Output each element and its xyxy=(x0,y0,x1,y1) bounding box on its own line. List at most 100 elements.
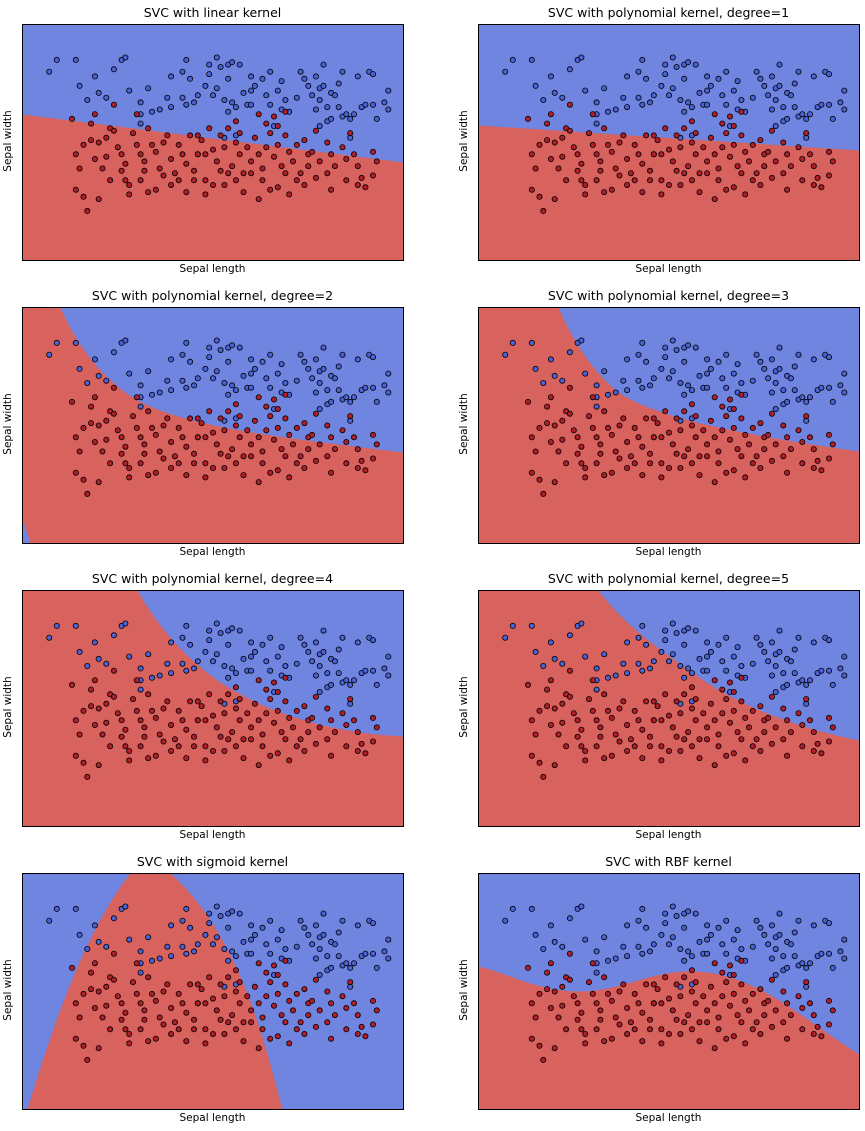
point-class1 xyxy=(761,446,768,453)
point-class1 xyxy=(251,417,258,424)
point-class1 xyxy=(225,736,232,743)
point-class1 xyxy=(536,476,543,483)
point-class1 xyxy=(225,1019,232,1026)
point-class1 xyxy=(780,453,787,460)
point-class1 xyxy=(282,108,289,115)
point-class1 xyxy=(232,139,239,146)
point-class1 xyxy=(183,443,190,450)
point-class0 xyxy=(685,665,692,672)
point-class1 xyxy=(685,729,692,736)
point-class0 xyxy=(620,94,627,101)
point-class1 xyxy=(263,686,270,693)
y-axis-label: Sepal width xyxy=(2,110,14,172)
point-class1 xyxy=(282,736,289,743)
point-class1 xyxy=(669,441,676,448)
point-class0 xyxy=(206,344,213,351)
point-class1 xyxy=(825,714,832,721)
point-class0 xyxy=(381,665,388,672)
point-class1 xyxy=(343,155,350,162)
point-class1 xyxy=(286,431,293,438)
point-class1 xyxy=(240,170,247,177)
point-class1 xyxy=(677,993,684,1000)
point-class1 xyxy=(122,1009,129,1016)
point-class1 xyxy=(194,981,201,988)
point-class1 xyxy=(72,752,79,759)
point-class0 xyxy=(635,377,642,384)
point-class1 xyxy=(103,1002,110,1009)
point-class0 xyxy=(753,634,760,641)
point-class1 xyxy=(137,743,144,750)
point-class0 xyxy=(502,351,509,358)
point-class0 xyxy=(635,660,642,667)
point-class1 xyxy=(745,441,752,448)
point-class1 xyxy=(267,130,274,137)
point-class1 xyxy=(688,401,695,408)
point-class1 xyxy=(681,125,688,132)
point-class0 xyxy=(662,910,669,917)
point-class1 xyxy=(692,130,699,137)
point-class1 xyxy=(551,705,558,712)
point-class1 xyxy=(331,1012,338,1019)
point-class0 xyxy=(312,639,319,646)
point-class1 xyxy=(202,1000,209,1007)
point-class0 xyxy=(559,943,566,950)
point-class0 xyxy=(761,931,768,938)
point-class1 xyxy=(84,490,91,497)
point-class1 xyxy=(677,464,684,471)
point-class1 xyxy=(343,743,350,750)
point-class1 xyxy=(362,750,369,757)
point-class0 xyxy=(221,946,228,953)
point-class1 xyxy=(114,427,121,434)
point-class1 xyxy=(692,413,699,420)
point-class1 xyxy=(301,181,308,188)
point-class0 xyxy=(662,637,669,644)
point-class0 xyxy=(612,672,619,679)
point-class1 xyxy=(753,453,760,460)
point-class1 xyxy=(734,446,741,453)
point-class1 xyxy=(274,689,281,696)
point-class1 xyxy=(711,196,718,203)
point-class1 xyxy=(209,146,216,153)
point-class0 xyxy=(206,910,213,917)
point-class0 xyxy=(335,670,342,677)
point-class0 xyxy=(267,384,274,391)
point-class1 xyxy=(293,177,300,184)
point-class0 xyxy=(791,929,798,936)
point-class1 xyxy=(347,979,354,986)
point-class0 xyxy=(662,627,669,634)
point-class1 xyxy=(726,719,733,726)
point-class1 xyxy=(305,163,312,170)
point-class1 xyxy=(536,990,543,997)
point-class1 xyxy=(780,139,787,146)
point-class0 xyxy=(841,370,848,377)
point-class0 xyxy=(696,89,703,96)
point-class1 xyxy=(528,717,535,724)
point-class1 xyxy=(650,132,657,139)
point-class0 xyxy=(145,85,152,92)
point-class1 xyxy=(715,743,722,750)
point-class0 xyxy=(305,365,312,372)
point-class1 xyxy=(582,181,589,188)
point-class1 xyxy=(88,137,95,144)
point-class1 xyxy=(232,967,239,974)
point-class0 xyxy=(681,957,688,964)
axes-frame xyxy=(478,590,860,827)
point-class1 xyxy=(738,1019,745,1026)
point-class0 xyxy=(217,913,224,920)
point-class0 xyxy=(149,674,156,681)
point-class0 xyxy=(316,946,323,953)
point-class0 xyxy=(328,681,335,688)
point-class0 xyxy=(772,380,779,387)
point-class0 xyxy=(665,941,672,948)
point-class0 xyxy=(293,94,300,101)
point-class1 xyxy=(263,427,270,434)
point-class0 xyxy=(704,101,711,108)
point-class0 xyxy=(707,365,714,372)
point-class0 xyxy=(248,87,255,94)
point-class1 xyxy=(799,721,806,728)
point-class1 xyxy=(711,434,718,441)
point-class1 xyxy=(274,1033,281,1040)
point-class1 xyxy=(555,165,562,172)
point-class1 xyxy=(270,1002,277,1009)
point-class1 xyxy=(171,1019,178,1026)
